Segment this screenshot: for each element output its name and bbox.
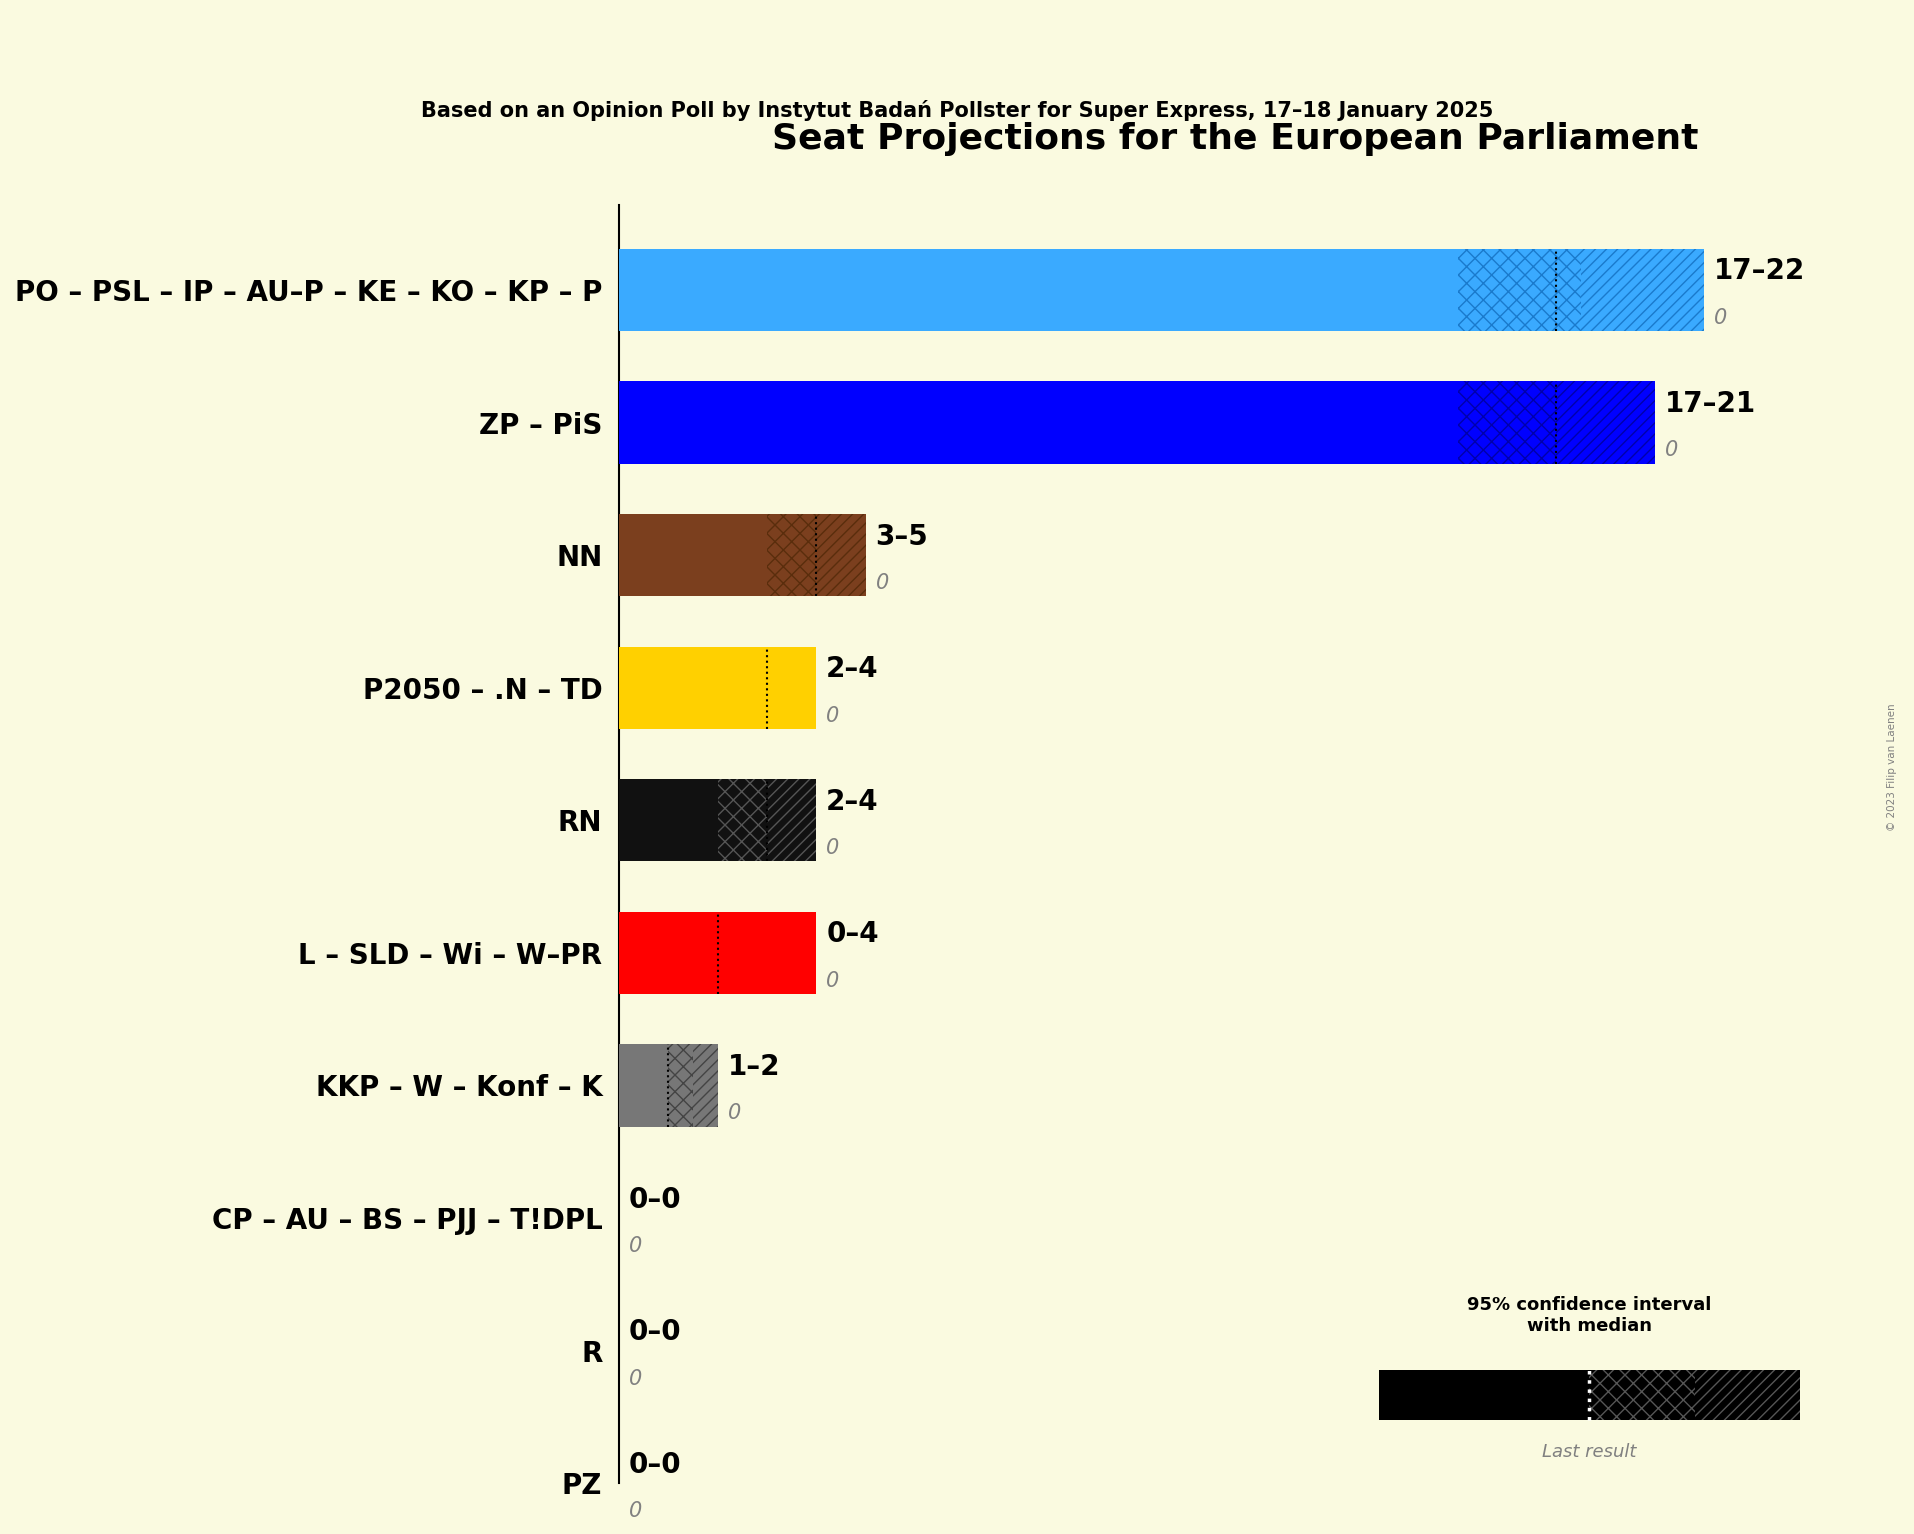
Bar [718, 911, 815, 994]
Bar [815, 514, 865, 597]
Bar [768, 779, 815, 862]
Text: 0: 0 [1663, 440, 1677, 460]
Text: 0–0: 0–0 [628, 1318, 681, 1347]
Text: 0: 0 [1713, 308, 1726, 328]
Text: 0–4: 0–4 [825, 920, 879, 948]
Bar [618, 514, 768, 597]
Bar [693, 1045, 718, 1126]
Text: 0: 0 [628, 1502, 641, 1522]
Text: 17–22: 17–22 [1713, 258, 1805, 285]
Text: © 2023 Filip van Laenen: © 2023 Filip van Laenen [1885, 703, 1897, 831]
Bar [1589, 1370, 1694, 1420]
Text: 17–21: 17–21 [1663, 390, 1755, 417]
Bar [618, 1045, 668, 1126]
Text: 0–0: 0–0 [628, 1186, 681, 1213]
Bar [768, 647, 815, 729]
Bar [718, 779, 768, 862]
Text: 0: 0 [628, 1236, 641, 1256]
Bar [618, 779, 718, 862]
Bar [1457, 382, 1556, 463]
Text: 0: 0 [628, 1368, 641, 1388]
Text: 0–0: 0–0 [628, 1451, 681, 1479]
Bar [668, 1045, 693, 1126]
Text: Last result: Last result [1541, 1442, 1636, 1460]
Bar [1581, 249, 1703, 331]
Bar [618, 911, 718, 994]
Text: 95% confidence interval
with median: 95% confidence interval with median [1466, 1296, 1711, 1335]
Bar [1378, 1370, 1589, 1420]
Bar [618, 249, 1457, 331]
Text: 0: 0 [825, 971, 838, 991]
Title: Seat Projections for the European Parliament: Seat Projections for the European Parlia… [771, 123, 1698, 156]
Bar [1556, 382, 1654, 463]
Text: 1–2: 1–2 [727, 1052, 779, 1081]
Text: 2–4: 2–4 [825, 788, 879, 816]
Text: 0: 0 [825, 706, 838, 726]
Bar [1694, 1370, 1799, 1420]
Bar [618, 647, 718, 729]
Bar [768, 514, 815, 597]
Text: Based on an Opinion Poll by Instytut Badań Pollster for Super Express, 17–18 Jan: Based on an Opinion Poll by Instytut Bad… [421, 100, 1493, 121]
Text: 0: 0 [875, 574, 888, 594]
Bar [1457, 249, 1581, 331]
Text: 0: 0 [825, 838, 838, 858]
Text: 3–5: 3–5 [875, 523, 928, 551]
Text: 2–4: 2–4 [825, 655, 879, 683]
Text: 0: 0 [727, 1103, 741, 1123]
Bar [618, 382, 1457, 463]
Bar [718, 647, 768, 729]
